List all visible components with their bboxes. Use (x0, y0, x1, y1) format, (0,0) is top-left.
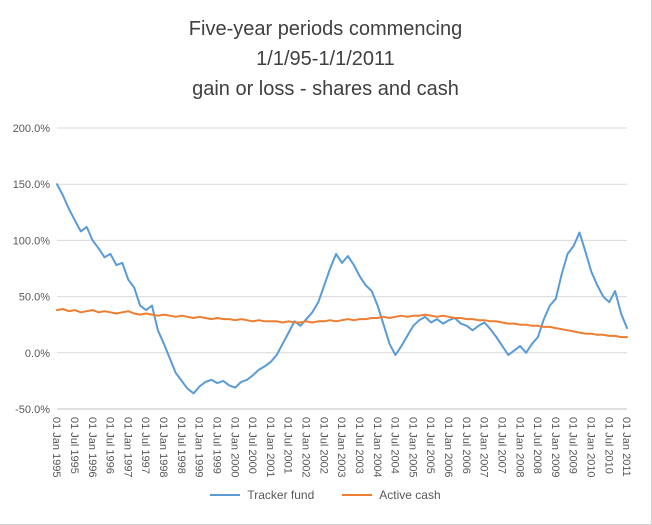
x-axis-label: 01 Jan 1997 (121, 417, 133, 478)
x-axis-label: 01 Jul 2010 (602, 417, 614, 474)
x-axis-label: 01 Jan 2005 (406, 417, 418, 478)
legend-label-tracker-fund: Tracker fund (247, 488, 315, 502)
x-axis-label: 01 Jul 2003 (353, 417, 365, 474)
x-axis-label: 01 Jan 2010 (585, 417, 597, 478)
active-cash-line (56, 308, 628, 339)
y-axis-label: 50.0% (19, 292, 50, 304)
y-axis-label: 200.0% (13, 123, 51, 135)
y-axis-label: 0.0% (25, 348, 50, 360)
x-axis-label: 01 Jul 1997 (139, 417, 151, 474)
x-axis-label: 01 Jul 2002 (317, 417, 329, 474)
legend-label-active-cash: Active cash (379, 488, 441, 502)
x-axis-label: 01 Jan 1999 (193, 417, 205, 478)
legend-item-active-cash: Active cash (342, 488, 441, 502)
chart-svg: 200.0%150.0%100.0%50.0%0.0%-50.0%01 Jan … (13, 123, 632, 478)
chart-title-line-2: 1/1/95-1/1/2011 (256, 48, 395, 70)
x-axis-label: 01 Jan 2006 (442, 417, 454, 478)
x-axis-label: 01 Jan 2000 (228, 417, 240, 478)
x-axis-label: 01 Jan 2008 (513, 417, 525, 478)
x-axis-label: 01 Jul 2004 (389, 417, 401, 474)
y-axis-label: 150.0% (13, 179, 51, 191)
x-axis-label: 01 Jan 2003 (335, 417, 347, 478)
x-axis-label: 01 Jan 2009 (549, 417, 561, 478)
x-axis-label: 01 Jan 2011 (620, 417, 632, 477)
y-axis-label: 100.0% (13, 235, 51, 247)
x-axis-label: 01 Jul 2005 (424, 417, 436, 474)
x-axis-label: 01 Jan 2001 (264, 417, 276, 478)
x-axis-label: 01 Jul 2007 (495, 417, 507, 474)
x-axis-label: 01 Jan 1995 (50, 417, 62, 478)
x-axis-label: 01 Jul 2008 (531, 417, 543, 474)
x-axis-label: 01 Jan 1996 (86, 417, 98, 478)
chart-legend: Tracker fund Active cash (0, 488, 651, 502)
y-axis-label: -50.0% (15, 404, 50, 416)
x-axis-label: 01 Jul 1999 (210, 417, 222, 474)
x-axis-label: 01 Jan 2002 (300, 417, 312, 478)
chart-title-line-3: gain or loss - shares and cash (192, 78, 459, 100)
chart-title-line-1: Five-year periods commencing (188, 18, 463, 40)
x-axis-label: 01 Jul 2001 (282, 417, 294, 474)
x-axis-label: 01 Jan 1998 (157, 417, 169, 478)
x-axis-label: 01 Jul 2000 (246, 417, 258, 474)
chart-title: Five-year periods commencing 1/1/95-1/1/… (0, 14, 651, 104)
legend-item-tracker-fund: Tracker fund (210, 488, 314, 502)
x-axis-label: 01 Jul 2009 (567, 417, 579, 474)
tracker-fund-line (56, 183, 628, 395)
x-axis-label: 01 Jul 2006 (460, 417, 472, 474)
x-axis-label: 01 Jul 1996 (104, 417, 116, 474)
x-axis-label: 01 Jul 1998 (175, 417, 187, 474)
tracker-fund-line-swatch (210, 494, 241, 496)
active-cash-line-swatch (342, 494, 373, 496)
x-axis-label: 01 Jan 2004 (371, 417, 383, 478)
x-axis-label: 01 Jul 1995 (68, 417, 80, 474)
x-axis-label: 01 Jan 2007 (478, 417, 490, 478)
